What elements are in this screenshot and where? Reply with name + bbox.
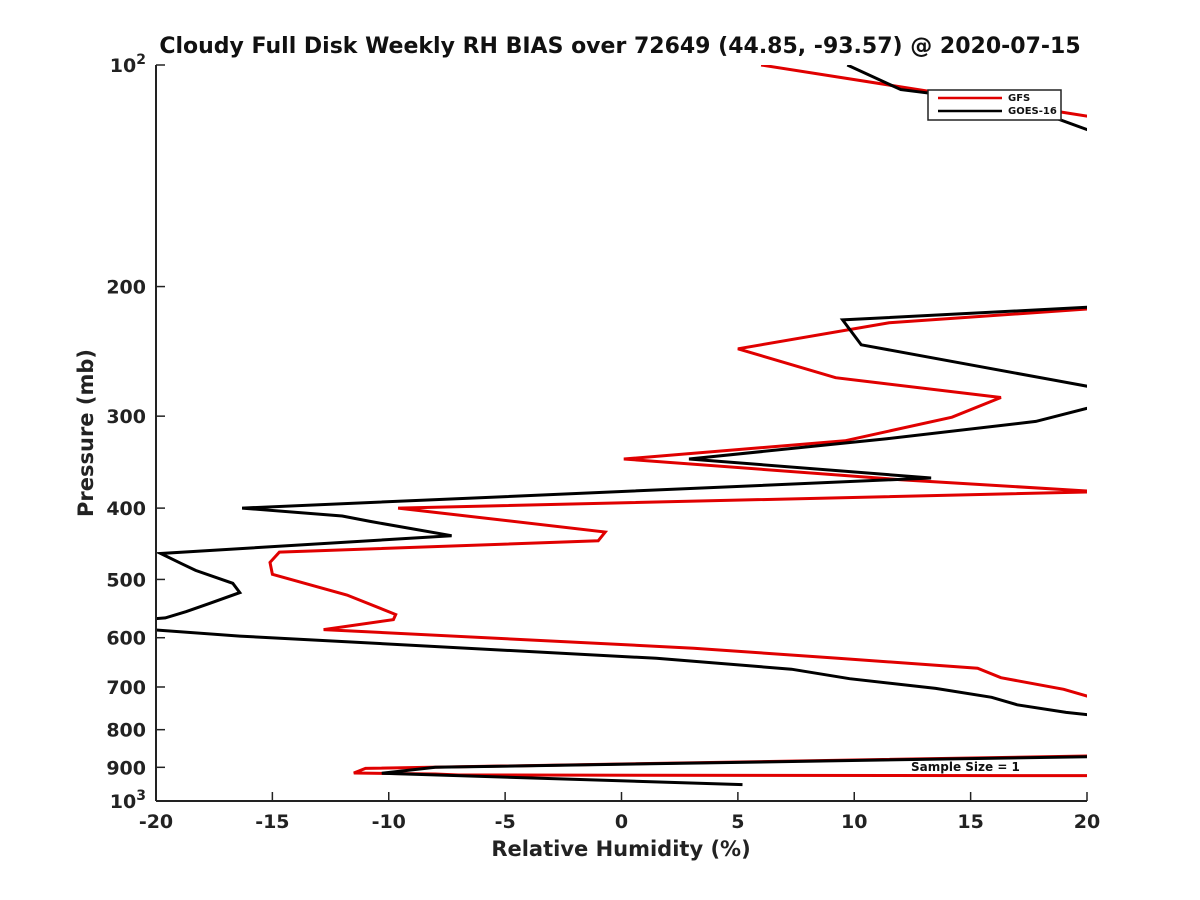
x-tick-label: 20 <box>1074 811 1100 833</box>
y-tick-label: 102 <box>110 52 146 77</box>
x-tick-label: -20 <box>139 811 173 833</box>
x-tick-label: -5 <box>495 811 516 833</box>
x-tick-label: 5 <box>731 811 744 833</box>
y-tick-label: 500 <box>106 569 146 591</box>
legend-label-gfs: GFS <box>1008 93 1030 104</box>
y-tick-label: 800 <box>106 720 146 742</box>
legend: GFS GOES-16 <box>927 89 1062 121</box>
x-axis-label: Relative Humidity (%) <box>491 837 750 861</box>
sample-size-annotation: Sample Size = 1 <box>911 760 1020 774</box>
series-layer <box>156 65 1087 787</box>
y-tick-label: 400 <box>106 498 146 520</box>
ticks: -20 -15 -10 -5 0 5 10 15 20 102 200 300 400 500 600 700… <box>106 52 1100 833</box>
y-tick-label: 600 <box>106 628 146 650</box>
series-line-gfs <box>268 65 1087 778</box>
y-tick-label: 900 <box>106 757 146 779</box>
y-tick-label: 300 <box>106 406 146 428</box>
x-tick-label: -15 <box>255 811 289 833</box>
series-line-goes16 <box>156 65 1087 787</box>
x-tick-label: 0 <box>615 811 628 833</box>
x-tick-label: 10 <box>841 811 867 833</box>
y-tick-label: 103 <box>110 788 146 813</box>
y-tick-label: 700 <box>106 677 146 699</box>
y-axis-label: Pressure (mb) <box>74 349 98 517</box>
legend-label-goes16: GOES-16 <box>1008 106 1057 117</box>
y-tick-label: 200 <box>106 277 146 299</box>
legend-box <box>927 89 1062 121</box>
x-tick-label: 15 <box>957 811 983 833</box>
x-tick-label: -10 <box>372 811 406 833</box>
chart-title: Cloudy Full Disk Weekly RH BIAS over 726… <box>159 34 1080 59</box>
